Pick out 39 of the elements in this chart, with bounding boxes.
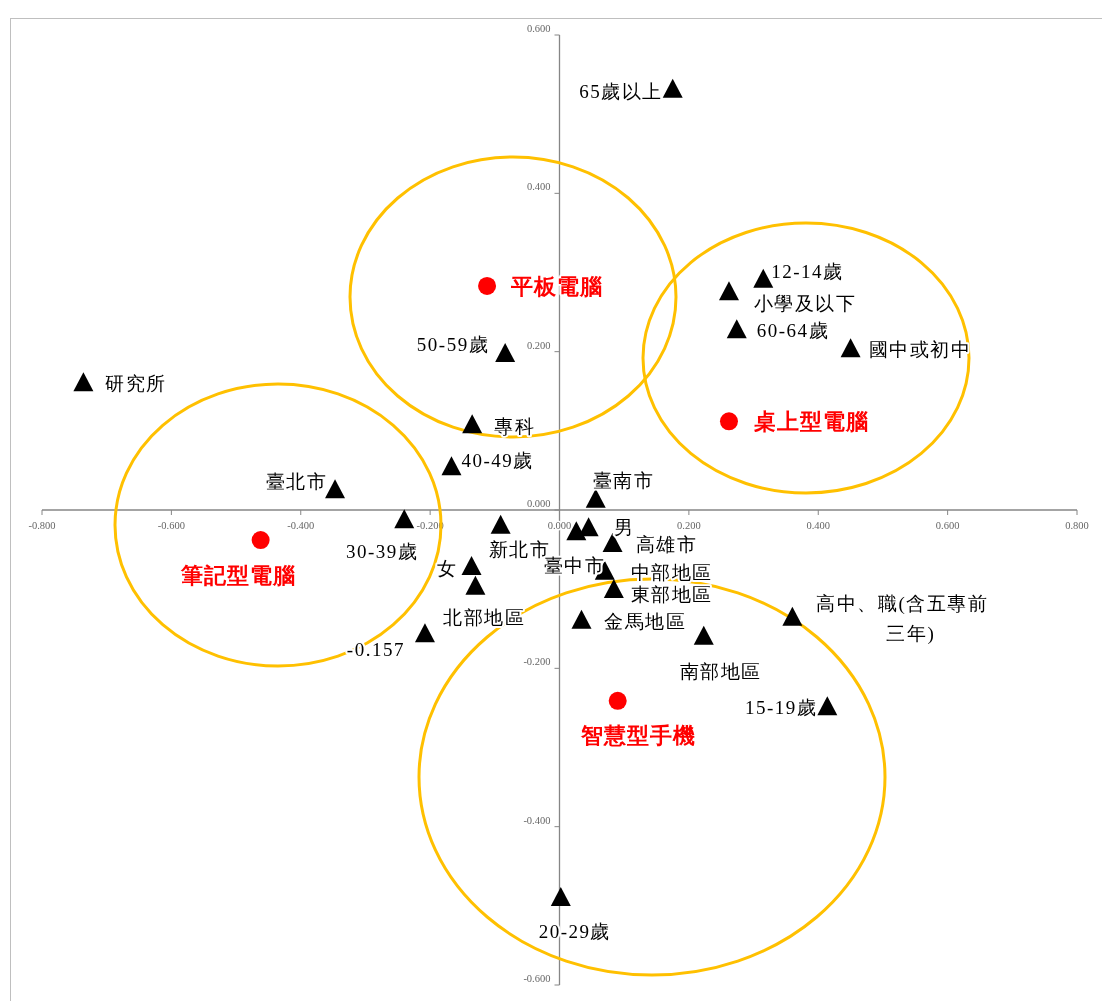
annotation: 15-19歲 xyxy=(744,697,818,719)
annotation: 20-29歲 xyxy=(538,920,611,942)
y-tick-label: 0.600 xyxy=(526,23,551,34)
annotation: 臺南市 xyxy=(592,469,655,491)
annotation: 60-64歲 xyxy=(756,320,830,342)
annotation: 南部地區 xyxy=(679,660,762,682)
annotation: 40-49歲 xyxy=(461,450,534,472)
annotation: 東部地區 xyxy=(630,583,713,605)
annotation: 研究所 xyxy=(105,373,167,395)
y-tick-label: 0.200 xyxy=(526,339,551,351)
y-tick-label: 0.000 xyxy=(526,498,551,509)
y-tick-label: -0.400 xyxy=(523,814,551,826)
x-tick-label: 0.600 xyxy=(935,520,960,531)
annotation: 臺北市 xyxy=(265,471,328,493)
annotation: 金馬地區 xyxy=(604,610,687,632)
annotation: 高中、職(含五專前三年) xyxy=(816,592,989,645)
x-tick-label: 0.400 xyxy=(806,520,831,531)
x-tick-label: -0.400 xyxy=(287,520,315,531)
annotation: 高雄市 xyxy=(635,534,698,556)
x-tick-label: -0.800 xyxy=(28,520,56,531)
annotation: 平板電腦 xyxy=(510,273,604,299)
annotation: 女 xyxy=(437,558,458,579)
annotation: 中部地區 xyxy=(630,561,713,583)
annotation: 桌上型電腦 xyxy=(752,409,869,435)
annotation: 12-14歲 xyxy=(771,260,844,282)
annotation: 智慧型手機 xyxy=(580,722,697,748)
annotation: 50-59歲 xyxy=(416,334,490,356)
x-tick-label: 0.800 xyxy=(1065,520,1089,531)
y-tick-label: -0.600 xyxy=(523,973,551,984)
y-tick-label: -0.200 xyxy=(523,656,551,668)
annotation: 小學及以下 xyxy=(753,293,857,315)
annotation: 專科 xyxy=(494,416,536,438)
x-tick-label: 0.200 xyxy=(677,520,701,531)
annotation: 筆記型電腦 xyxy=(180,563,297,589)
x-tick-label: -0.600 xyxy=(157,520,185,531)
annotation: 男 xyxy=(613,517,635,539)
annotation: 65歲以上 xyxy=(579,80,663,102)
annotation: 30-39歲 xyxy=(345,541,419,563)
y-tick-label: 0.400 xyxy=(526,181,551,193)
